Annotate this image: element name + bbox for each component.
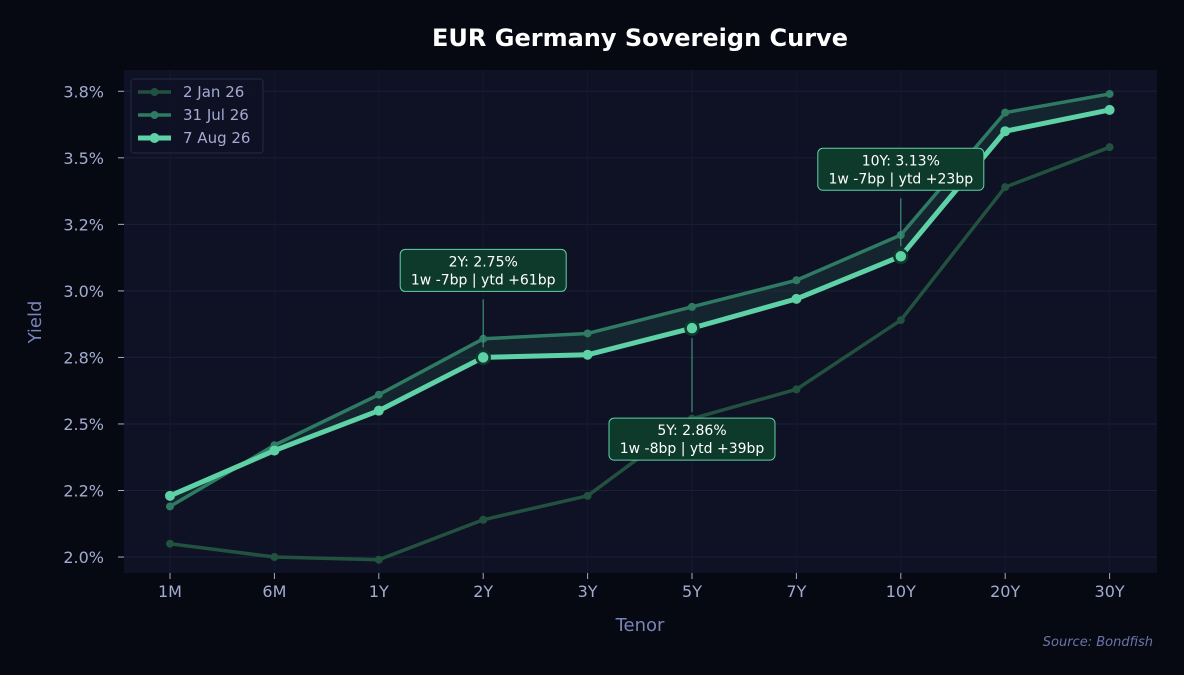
series-point bbox=[269, 445, 280, 456]
series-point bbox=[479, 515, 488, 524]
x-tick-label: 7Y bbox=[786, 582, 806, 601]
source-note: Source: Bondfish bbox=[1043, 635, 1153, 650]
y-tick-label: 3.5% bbox=[63, 149, 104, 168]
y-tick-label: 3.2% bbox=[63, 215, 104, 234]
annotation-line2: 1w -8bp | ytd +39bp bbox=[620, 441, 765, 457]
x-axis-label: Tenor bbox=[615, 615, 665, 636]
annotation-line1: 10Y: 3.13% bbox=[862, 153, 940, 169]
series-point bbox=[1000, 126, 1011, 137]
y-tick-label: 3.8% bbox=[63, 82, 104, 101]
x-tick-label: 30Y bbox=[1095, 582, 1125, 601]
legend: 2 Jan 26 31 Jul 26 7 Aug 26 bbox=[130, 78, 264, 154]
annotation-line1: 5Y: 2.86% bbox=[657, 423, 726, 439]
legend-swatch-marker bbox=[150, 111, 159, 119]
annotation-box bbox=[608, 417, 776, 461]
x-tick-label: 10Y bbox=[886, 582, 916, 601]
x-tick-label: 6M bbox=[262, 582, 286, 601]
series-point bbox=[166, 539, 174, 548]
legend-swatch-marker bbox=[149, 133, 160, 143]
series-point bbox=[896, 316, 905, 325]
x-tick-label: 2Y bbox=[473, 582, 493, 601]
legend-label: 31 Jul 26 bbox=[183, 106, 249, 124]
annotation-line2: 1w -7bp | ytd +23bp bbox=[829, 171, 974, 187]
legend-frame bbox=[130, 78, 264, 154]
y-tick-label: 2.0% bbox=[63, 548, 104, 567]
series-point bbox=[583, 491, 592, 500]
legend-label: 7 Aug 26 bbox=[183, 129, 250, 147]
chart-title: EUR Germany Sovereign Curve bbox=[432, 24, 848, 52]
series-point bbox=[1105, 143, 1114, 152]
y-tick-label: 3.0% bbox=[63, 282, 104, 301]
annotation-marker bbox=[475, 349, 491, 366]
annotation-box bbox=[399, 248, 567, 292]
annotation-box bbox=[817, 147, 985, 191]
x-axis-ticks: 1M 6M 1Y 2Y 3Y 5Y 7Y 10Y 20Y 30Y bbox=[158, 573, 1125, 601]
x-tick-label: 5Y bbox=[682, 582, 702, 601]
series-point bbox=[374, 555, 383, 564]
y-tick-label: 2.5% bbox=[63, 415, 104, 434]
annotation-layer: 2Y: 2.75% 1w -7bp | ytd +61bp 5Y: 2.86% 1w … bbox=[399, 147, 985, 461]
legend-swatch-marker bbox=[150, 88, 159, 96]
x-tick-label: 1Y bbox=[369, 582, 389, 601]
y-axis-ticks: 2.0% 2.2% 2.5% 2.8% 3.0% 3.2% 3.5% 3.8% bbox=[63, 82, 124, 567]
series-point bbox=[373, 405, 384, 416]
series-point bbox=[166, 502, 174, 511]
series-point bbox=[688, 302, 696, 311]
series-point bbox=[165, 490, 175, 501]
legend-label: 2 Jan 26 bbox=[183, 83, 244, 101]
y-tick-label: 2.8% bbox=[63, 348, 104, 367]
x-tick-label: 1M bbox=[158, 582, 182, 601]
series-point bbox=[792, 276, 801, 285]
series-point bbox=[1001, 108, 1010, 117]
x-tick-label: 3Y bbox=[578, 582, 598, 601]
series-line-3 bbox=[169, 107, 1111, 499]
series-point bbox=[1104, 104, 1115, 115]
x-tick-label: 20Y bbox=[990, 582, 1020, 601]
annotation-marker bbox=[893, 248, 909, 265]
series-point bbox=[583, 329, 592, 338]
series-point bbox=[1105, 89, 1114, 98]
series-point bbox=[582, 349, 593, 360]
series-point bbox=[1001, 183, 1010, 192]
series-point bbox=[792, 385, 801, 394]
series-point bbox=[270, 553, 279, 562]
y-tick-label: 2.2% bbox=[63, 481, 104, 500]
series-point bbox=[791, 293, 802, 304]
y-axis-label: Yield bbox=[25, 301, 46, 345]
series-point bbox=[374, 390, 383, 399]
annotation-line2: 1w -7bp | ytd +61bp bbox=[411, 272, 556, 288]
annotation-line1: 2Y: 2.75% bbox=[449, 254, 518, 270]
annotation-marker bbox=[684, 320, 700, 336]
